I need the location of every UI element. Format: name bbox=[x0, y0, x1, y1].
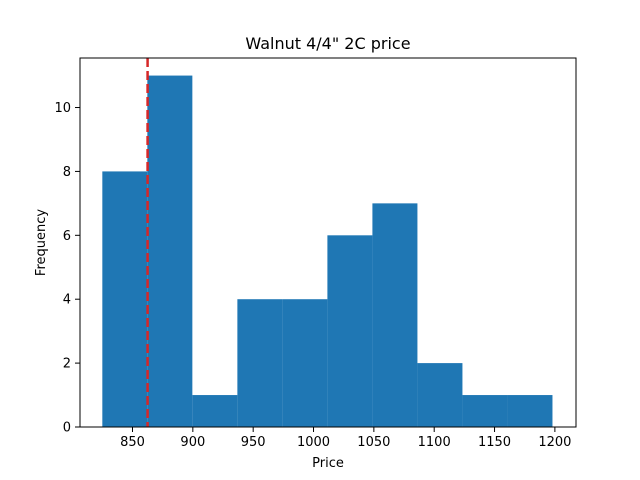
histogram-bar-10 bbox=[507, 395, 553, 427]
y-tick-label: 10 bbox=[54, 101, 71, 116]
histogram-bar-1 bbox=[102, 171, 148, 427]
y-axis-ticks: 0 2 4 6 8 10 bbox=[54, 101, 80, 436]
y-tick-label: 6 bbox=[63, 229, 71, 244]
y-tick-label: 2 bbox=[63, 357, 71, 372]
y-tick-label: 8 bbox=[63, 165, 71, 180]
x-tick-label: 1050 bbox=[357, 435, 390, 450]
bars-layer bbox=[102, 75, 553, 428]
histogram-bar-7 bbox=[372, 203, 418, 427]
plot-frame bbox=[79, 57, 577, 428]
histogram-bar-3 bbox=[192, 395, 238, 427]
x-axis-title: Price bbox=[312, 456, 344, 471]
x-tick-label: 1150 bbox=[478, 435, 511, 450]
x-axis-ticks: 850 900 950 1000 1050 1100 1150 1200 bbox=[120, 427, 571, 450]
x-tick-label: 850 bbox=[120, 435, 145, 450]
x-tick-label: 1000 bbox=[297, 435, 330, 450]
histogram-bar-2 bbox=[147, 75, 193, 428]
histogram-bar-5 bbox=[282, 299, 328, 427]
histogram-bar-6 bbox=[327, 235, 373, 427]
x-tick-label: 1200 bbox=[538, 435, 571, 450]
histogram-bar-4 bbox=[237, 299, 283, 427]
y-tick-label: 4 bbox=[63, 293, 71, 308]
x-tick-label: 950 bbox=[241, 435, 266, 450]
y-axis-title: Frequency bbox=[34, 209, 49, 276]
chart-title: Walnut 4/4" 2C price bbox=[245, 34, 410, 53]
histogram-bar-8 bbox=[417, 363, 463, 427]
x-tick-label: 1100 bbox=[418, 435, 451, 450]
y-tick-label: 0 bbox=[63, 421, 71, 436]
histogram-bar-9 bbox=[462, 395, 508, 427]
x-tick-label: 900 bbox=[180, 435, 205, 450]
